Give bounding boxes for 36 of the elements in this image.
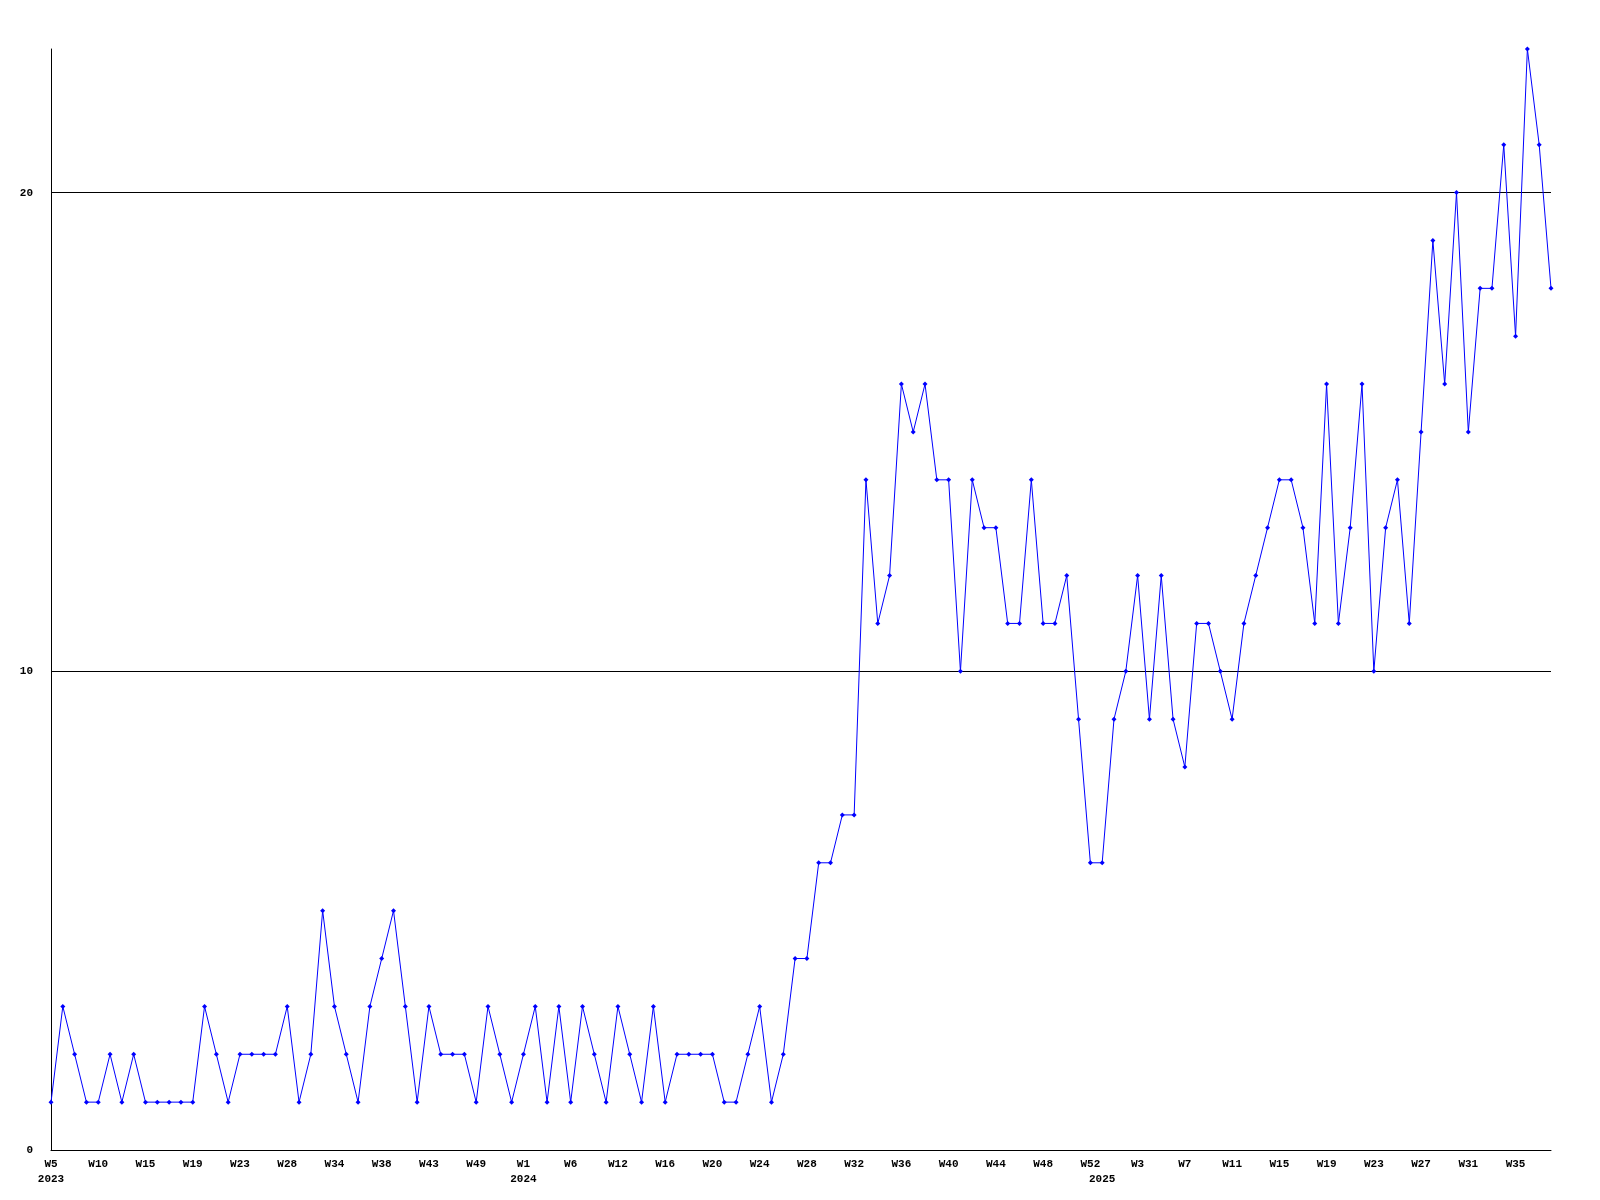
x-tick-label: W16 xyxy=(655,1157,676,1170)
x-tick-label: W10 xyxy=(88,1157,109,1170)
x-tick-label: W5 2023 xyxy=(37,1157,65,1185)
x-tick-label: W11 xyxy=(1222,1157,1243,1170)
x-tick-label: W27 xyxy=(1411,1157,1431,1170)
y-tick-label: 0 xyxy=(26,1144,33,1156)
x-tick-label: W40 xyxy=(938,1157,959,1170)
x-tick-label: W48 xyxy=(1033,1157,1054,1170)
x-tick-label: W43 xyxy=(419,1157,440,1170)
x-tick-label: W15 xyxy=(135,1157,156,1170)
x-tick-label: W28 xyxy=(797,1157,818,1170)
x-tick-label: W12 xyxy=(608,1157,628,1170)
y-tick-label: 10 xyxy=(19,665,33,678)
x-tick-label: W35 xyxy=(1505,1157,1526,1170)
x-tick-label: W24 xyxy=(749,1157,770,1170)
x-tick-label: W1 2024 xyxy=(510,1157,538,1185)
x-tick-label: W52 xyxy=(1080,1157,1101,1170)
x-tick-label: W49 xyxy=(466,1157,487,1170)
x-tick-label: W23 xyxy=(1363,1157,1385,1170)
x-tick-label: W6 xyxy=(564,1157,578,1170)
x-tick-label: W7 xyxy=(1178,1157,1192,1170)
x-tick-label: W36 xyxy=(891,1157,912,1170)
x-tick-label: 2025 xyxy=(1088,1172,1116,1185)
x-tick-label: W23 xyxy=(230,1157,251,1170)
x-tick-label: W44 xyxy=(985,1157,1007,1170)
x-tick-label: W19 xyxy=(1316,1157,1337,1170)
y-tick-label: 20 xyxy=(19,186,33,199)
x-tick-label: W28 xyxy=(277,1157,298,1170)
x-tick-label: W19 xyxy=(182,1157,203,1170)
x-tick-label: W38 xyxy=(371,1157,392,1170)
x-tick-label: W32 xyxy=(844,1157,865,1170)
x-tick-label: W34 xyxy=(324,1157,345,1170)
x-tick-label: W20 xyxy=(702,1157,723,1170)
x-tick-label: W15 xyxy=(1269,1157,1290,1170)
x-tick-label: W3 xyxy=(1131,1157,1145,1170)
x-tick-label: W31 xyxy=(1458,1157,1479,1170)
